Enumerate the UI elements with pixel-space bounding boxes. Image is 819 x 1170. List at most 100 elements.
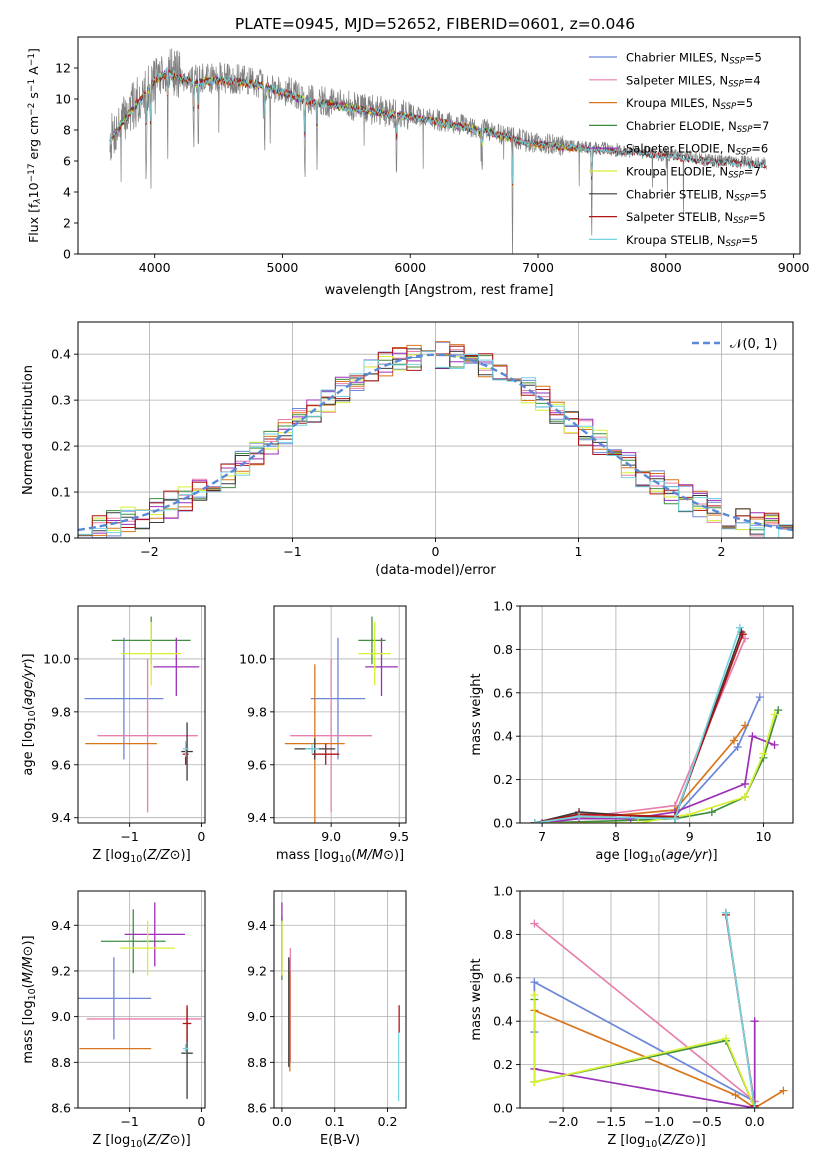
- weight-marker: [530, 819, 539, 823]
- weight-series-2: [534, 1009, 784, 1108]
- x-tick-label: 2: [718, 544, 726, 559]
- plot-area: [109, 48, 767, 254]
- weight-marker: [721, 1034, 730, 1043]
- weight-marker: [774, 706, 783, 715]
- legend-entry: 𝒩(0, 1): [730, 337, 777, 352]
- y-tick-label: 9.4: [247, 810, 267, 825]
- weight-marker: [755, 693, 764, 702]
- axes-frame: [77, 36, 801, 255]
- y-tick-label: 0.0: [493, 816, 513, 831]
- x-axis-label: Z [log10(Z/Z⊙)]: [92, 1133, 190, 1150]
- legend-entry-2: Kroupa MILES, NSSP=5: [626, 96, 753, 112]
- weight-marker: [530, 991, 539, 1000]
- y-tick-label: 9.0: [247, 1009, 267, 1024]
- weight-marker: [707, 808, 716, 817]
- errorbar-8: [182, 1044, 189, 1054]
- y-tick-label: 8.8: [51, 1055, 71, 1070]
- legend-entry-7: Salpeter STELIB, NSSP=5: [626, 210, 766, 226]
- y-tick-label: 9.8: [247, 704, 267, 719]
- panel-residuals: −2 −1 0 1 2 0.0 0.1 0.2 0.3 0.4 (data-model)/error…: [21, 321, 794, 578]
- weight-series-5: [533, 995, 756, 1108]
- y-tick-label: 9.2: [247, 963, 267, 978]
- weight-marker: [735, 623, 744, 632]
- axes-frame: [519, 890, 794, 1109]
- weight-marker: [575, 812, 584, 821]
- x-tick-label: 7: [538, 829, 546, 844]
- legend-entry-8: Kroupa STELIB, NSSP=5: [626, 233, 758, 249]
- y-tick-label: 10: [55, 92, 71, 107]
- weight-marker: [741, 792, 750, 801]
- y-tick-label: 0.4: [493, 729, 513, 744]
- weight-marker: [770, 740, 779, 749]
- weight-series-5: [534, 714, 776, 823]
- x-tick-label: 9.0: [321, 829, 341, 844]
- y-tick-label: 10.0: [239, 651, 267, 666]
- plot-area: [84, 616, 200, 813]
- x-tick-label: 1: [575, 544, 583, 559]
- x-tick-label: 5000: [267, 260, 299, 275]
- plot-area: [284, 616, 398, 823]
- errorbar-0: [84, 637, 164, 760]
- x-axis-label: age [log10(age/yr)]: [595, 848, 717, 865]
- x-tick-label: −1.0: [644, 1114, 674, 1129]
- errorbar-1: [290, 658, 372, 813]
- y-tick-label: 0.4: [51, 347, 71, 362]
- errorbar-0: [310, 637, 366, 760]
- errorbar-6: [181, 722, 193, 781]
- x-tick-label: −1.5: [596, 1114, 626, 1129]
- y-tick-label: 10.0: [43, 651, 71, 666]
- legend: Chabrier MILES, NSSP=5 Salpeter MILES, NS…: [589, 51, 769, 249]
- y-tick-label: 8.6: [51, 1101, 71, 1116]
- panel-age-vs-mass: 9.0 9.5 9.4 9.6 9.8 10.0 mass [log10(M/M⊙)]: [239, 605, 409, 865]
- errorbar-7: [182, 1005, 192, 1042]
- y-axis-label: Flux [fλ10−17 erg cm−2 s−1 A−1]: [26, 48, 43, 243]
- legend-entry-0: Chabrier MILES, NSSP=5: [626, 51, 762, 67]
- y-axis-label: mass weight: [469, 958, 484, 1040]
- y-tick-label: 1.0: [493, 884, 513, 899]
- x-tick-label: 10: [756, 829, 772, 844]
- weight-marker: [634, 819, 643, 823]
- x-tick-label: 0.2: [378, 1114, 398, 1129]
- y-tick-label: 9.8: [51, 704, 71, 719]
- y-tick-label: 0.3: [51, 393, 71, 408]
- axes-frame: [519, 605, 794, 824]
- y-tick-label: 0.8: [493, 642, 513, 657]
- y-tick-label: 9.4: [247, 918, 267, 933]
- x-tick-label: −2: [140, 544, 158, 559]
- weight-series-8: [534, 627, 741, 823]
- errorbar-8: [182, 740, 189, 757]
- weight-marker: [741, 634, 750, 643]
- x-tick-label: 0: [197, 829, 205, 844]
- errorbar-8: [305, 743, 319, 755]
- errorbar-4: [153, 637, 200, 696]
- errorbar-4: [365, 637, 398, 696]
- x-tick-label: 8000: [650, 260, 682, 275]
- y-axis-label: Normed distribution: [21, 365, 36, 495]
- weight-marker: [759, 749, 768, 758]
- legend-entry-3: Chabrier ELODIE, NSSP=7: [626, 119, 769, 135]
- x-axis-label: (data-model)/error: [375, 563, 496, 578]
- errorbar-7: [312, 743, 340, 765]
- y-tick-label: 4: [63, 185, 71, 200]
- plot-area: [530, 908, 788, 1108]
- normal-curve: [78, 353, 793, 532]
- y-tick-label: 2: [63, 216, 71, 231]
- x-axis-label: wavelength [Angstrom, rest frame]: [325, 283, 554, 298]
- y-tick-label: 0.0: [51, 531, 71, 546]
- panel-mass-weight-vs-z: −2.0 −1.5 −1.0 −0.5 0.0 0.0 0.2 0.4 0.6 0.8 1.0 Z […: [469, 884, 794, 1150]
- panel-mass-vs-z: −1 0 8.6 8.8 9.0 9.2 9.4 Z [log10(Z/Z⊙)] mass [l…: [21, 890, 206, 1150]
- y-tick-label: 0.1: [51, 485, 71, 500]
- errorbar-0: [78, 957, 152, 1040]
- model-spectrum-8: [109, 68, 767, 185]
- errorbar-5: [121, 621, 182, 686]
- weight-marker: [741, 779, 750, 788]
- weight-marker: [741, 721, 750, 730]
- y-tick-label: 0.6: [493, 970, 513, 985]
- x-axis-label: mass [log10(M/M⊙)]: [276, 848, 404, 865]
- x-tick-label: 9.5: [389, 829, 409, 844]
- plot-area: [530, 623, 783, 823]
- x-tick-label: 4000: [139, 260, 171, 275]
- y-tick-label: 6: [63, 154, 71, 169]
